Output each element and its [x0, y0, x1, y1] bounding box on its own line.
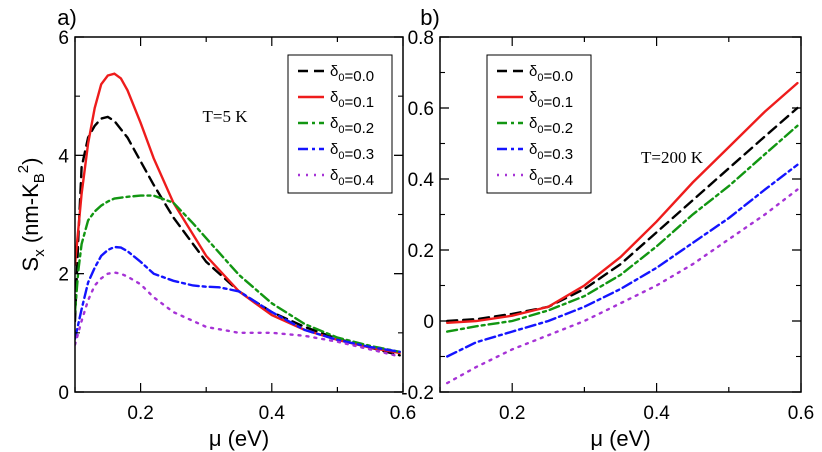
x-tick-label: 0.4: [259, 403, 286, 424]
legend-entry-label: δ0=0.1: [529, 89, 573, 111]
series-line-0-3: [75, 245, 401, 353]
legend: δ0=0.0 δ0=0.1 δ0=0.2 δ0=0.3 δ0=0.4: [287, 54, 393, 194]
legend-entry-label: δ0=0.3: [330, 141, 374, 163]
series-line-1-4: [446, 188, 799, 385]
legend-entry-label: δ0=0.0: [330, 63, 374, 85]
y-tick-label: 0.4: [408, 170, 435, 191]
panel-a: 0 2 4 6 0.2 0.4 0.6 μ (eV) Sx (nm-KB2) a) T=5 K δ0=…: [15, 5, 416, 451]
legend-entry-label: δ0=0.0: [529, 63, 573, 85]
series-line-1-0: [446, 106, 799, 323]
y-tick-label: 2: [58, 265, 69, 286]
legend-entry-label: δ0=0.4: [330, 167, 374, 189]
x-tick-label: 0.6: [788, 403, 814, 424]
legend-entry-label: δ0=0.2: [529, 115, 573, 137]
y-tick-label: 0: [58, 383, 69, 404]
y-tick-label: 0.8: [408, 28, 434, 49]
x-tick-label: 0.2: [499, 403, 525, 424]
series-line-1-1: [446, 81, 799, 324]
y-tick-label: 0.2: [408, 241, 434, 262]
legend-entry-label: δ0=0.4: [529, 167, 573, 189]
legend-entry-label: δ0=0.3: [529, 141, 573, 163]
y-axis-label: Sx (nm-KB2): [15, 158, 48, 272]
legend-entry-label: δ0=0.1: [330, 89, 374, 111]
series-line-0-2: [75, 194, 401, 353]
temperature-annotation: T=200 K: [641, 148, 704, 167]
x-tick-label: 0.2: [127, 403, 153, 424]
y-tick-label: 0.6: [408, 99, 434, 120]
series-line-1-2: [446, 124, 799, 333]
y-tick-label: 6: [58, 28, 69, 49]
panel-label: b): [420, 5, 440, 30]
y-tick-label: -0.2: [401, 383, 434, 404]
x-tick-label: 0.4: [643, 403, 670, 424]
panel-b: -0.2 0 0.2 0.4 0.6 0.8 0.2 0.4 0.6 μ (eV) b) T=200 …: [401, 5, 814, 451]
x-axis-label: μ (eV): [590, 426, 650, 451]
legend: δ0=0.0 δ0=0.1 δ0=0.2 δ0=0.3 δ0=0.4: [486, 54, 592, 194]
legend-entry-label: δ0=0.2: [330, 115, 374, 137]
series-line-1-3: [446, 163, 799, 358]
y-tick-label: 4: [58, 146, 69, 167]
x-axis-label: μ (eV): [209, 426, 269, 451]
x-tick-label: 0.6: [390, 403, 416, 424]
panel-label: a): [57, 5, 77, 30]
y-tick-label: 0: [423, 312, 434, 333]
temperature-annotation: T=5 K: [203, 107, 249, 126]
